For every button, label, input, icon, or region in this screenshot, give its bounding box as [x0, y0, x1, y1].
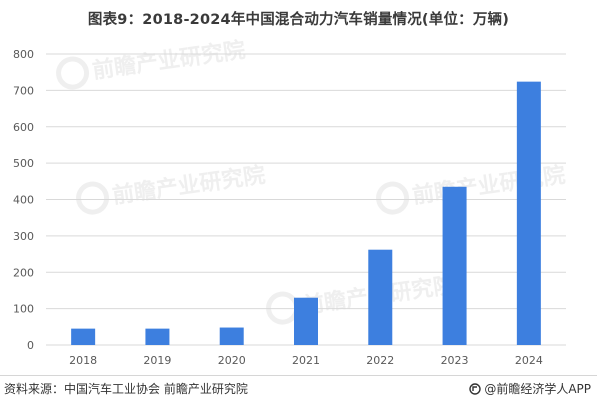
watermark-text: 前瞻产业研究院	[111, 162, 267, 209]
y-tick-label-800: 800	[13, 48, 34, 61]
y-tick-label-300: 300	[13, 230, 34, 243]
y-tick-label-600: 600	[13, 121, 34, 134]
bars	[71, 81, 541, 346]
x-tick-label-2019: 2019	[143, 354, 171, 367]
bar-2022	[368, 249, 393, 345]
watermark-text: 前瞻产业研究院	[91, 37, 247, 84]
y-axis-ticks: 0 100 200 300 400 500 600 700 800	[13, 48, 34, 352]
y-tick-label-400: 400	[13, 194, 34, 207]
watermark-layer: 前瞻产业研究院前瞻产业研究院前瞻产业研究院前瞻产业研究院	[56, 37, 567, 325]
bar-chart: 前瞻产业研究院前瞻产业研究院前瞻产业研究院前瞻产业研究院 01002003004…	[13, 37, 567, 367]
bar-2018	[71, 328, 96, 345]
y-tick-label-200: 200	[13, 266, 34, 279]
watermark-4: 前瞻产业研究院	[56, 37, 247, 90]
watermark-logo-icon	[76, 181, 110, 215]
watermark-logo-icon	[266, 291, 300, 325]
y-tick-label-100: 100	[13, 303, 34, 316]
x-tick-label-2021: 2021	[292, 354, 320, 367]
footer-divider	[0, 375, 597, 376]
x-tick-label-2018: 2018	[69, 354, 97, 367]
brand-logo-icon	[469, 382, 482, 395]
watermark-logo-icon	[56, 56, 90, 90]
bar-2023	[442, 186, 467, 345]
bar-2019	[145, 328, 170, 345]
x-tick-label-2023: 2023	[441, 354, 469, 367]
y-tick-label-700: 700	[13, 84, 34, 97]
x-axis-ticks: 2018 2019 2020 2021 2022 2023 2024	[69, 354, 543, 367]
x-tick-label-2024: 2024	[515, 354, 543, 367]
x-tick-label-2020: 2020	[218, 354, 246, 367]
watermark-text: 前瞻产业研究院	[411, 162, 567, 209]
watermark-1: 前瞻产业研究院	[76, 162, 267, 215]
y-tick-label-0: 0	[27, 339, 34, 352]
bar-2020	[219, 327, 244, 345]
x-tick-label-2022: 2022	[366, 354, 394, 367]
y-tick-label-500: 500	[13, 157, 34, 170]
source-note: 资料来源：中国汽车工业协会 前瞻产业研究院	[4, 382, 248, 396]
bar-2021	[294, 297, 318, 345]
brand-text: @前瞻经济学人APP	[484, 382, 591, 396]
gridlines	[46, 53, 566, 346]
bar-2024	[516, 81, 541, 346]
watermark-logo-icon	[376, 181, 410, 215]
chart-title: 图表9：2018-2024年中国混合动力汽车销量情况(单位：万辆)	[87, 12, 510, 28]
brand-credit: @前瞻经济学人APP	[469, 380, 591, 397]
